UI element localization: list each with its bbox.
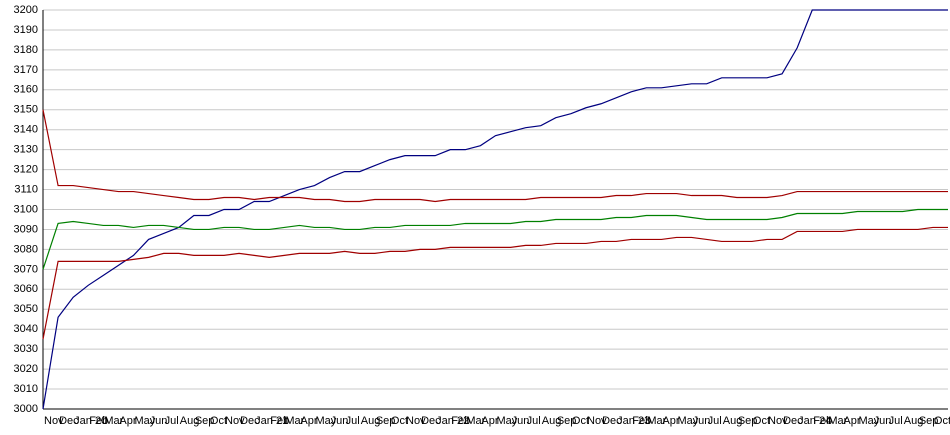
line-series [42,226,948,340]
x-tick-label: Dec [602,415,622,427]
x-tick-label: Aug [180,415,200,427]
y-tick-label: 3130 [14,144,38,156]
x-tick-label: Jan 24 [798,415,831,427]
y-tick-label: 3000 [14,403,38,415]
line-series [42,9,948,410]
x-tick-label: Nov [406,415,426,427]
x-tick-label: Nov [44,415,64,427]
x-tick-label: Sep [557,415,577,427]
x-tick-label: Apr [119,415,136,427]
x-tick-label: Apr [662,415,679,427]
x-tick-label: Jun [512,415,530,427]
y-tick-label: 3170 [14,64,38,76]
x-tick-label: Jul [346,415,360,427]
x-tick-label: Nov [768,415,788,427]
x-tick-label: Jun [150,415,168,427]
x-tick-label: Jan 20 [74,415,107,427]
x-tick-label: Jan 21 [255,415,288,427]
y-tick-label: 3010 [14,383,38,395]
x-tick-label: Jan 23 [617,415,650,427]
y-tick-label: 3200 [14,4,38,16]
x-tick-label: Feb [451,415,470,427]
x-tick-label: Aug [542,415,562,427]
y-tick-label: 3020 [14,363,38,375]
x-tick-label: Nov [587,415,607,427]
y-tick-label: 3080 [14,243,38,255]
x-tick-label: Apr [300,415,317,427]
x-tick-label: Dec [421,415,441,427]
x-tick-label: Jul [527,415,541,427]
x-tick-label: Aug [904,415,924,427]
y-tick-label: 3070 [14,263,38,275]
x-tick-label: Dec [240,415,260,427]
y-tick-label: 3100 [14,203,38,215]
x-tick-label: Nov [225,415,245,427]
y-tick-label: 3030 [14,343,38,355]
x-tick-label: Aug [361,415,381,427]
x-tick-label: Dec [59,415,79,427]
x-tick-label: May [497,415,518,427]
x-tick-label: Jun [874,415,892,427]
x-tick-label: Jul [165,415,179,427]
x-tick-label: Oct [391,415,408,427]
x-tick-label: May [316,415,337,427]
x-tick-label: May [135,415,156,427]
x-tick-label: Mar [647,415,666,427]
line-series [42,109,948,203]
x-tick-label: Oct [934,415,950,427]
x-tick-label: Feb [89,415,108,427]
x-tick-label: Aug [723,415,743,427]
x-tick-label: May [859,415,880,427]
y-tick-label: 3180 [14,44,38,56]
y-tick-label: 3040 [14,323,38,335]
x-tick-label: Jun [693,415,711,427]
x-tick-label: Dec [783,415,803,427]
x-tick-label: Sep [376,415,396,427]
y-tick-label: 3120 [14,164,38,176]
x-tick-label: Mar [104,415,123,427]
x-tick-label: Sep [738,415,758,427]
x-tick-label: Feb [813,415,832,427]
x-tick-label: Sep [195,415,215,427]
x-tick-label: Oct [753,415,770,427]
x-tick-label: Mar [828,415,847,427]
x-tick-label: Sep [919,415,939,427]
y-tick-label: 3160 [14,84,38,96]
y-tick-label: 3050 [14,303,38,315]
x-tick-label: Mar [466,415,485,427]
y-tick-label: 3140 [14,124,38,136]
x-tick-label: Mar [285,415,304,427]
x-tick-label: Feb [270,415,289,427]
x-tick-label: Apr [481,415,498,427]
y-tick-label: 3110 [14,183,38,195]
x-tick-label: Jun [331,415,349,427]
x-tick-label: May [678,415,699,427]
line-series [42,208,948,270]
x-tick-label: Feb [632,415,651,427]
x-tick-label: Apr [843,415,860,427]
y-tick-label: 3190 [14,24,38,36]
y-tick-label: 3090 [14,223,38,235]
y-tick-label: 3150 [14,104,38,116]
x-tick-label: Jul [889,415,903,427]
x-tick-label: Jan 22 [436,415,469,427]
x-tick-label: Oct [572,415,589,427]
x-tick-label: Jul [708,415,722,427]
y-tick-label: 3060 [14,283,38,295]
x-tick-label: Oct [210,415,227,427]
